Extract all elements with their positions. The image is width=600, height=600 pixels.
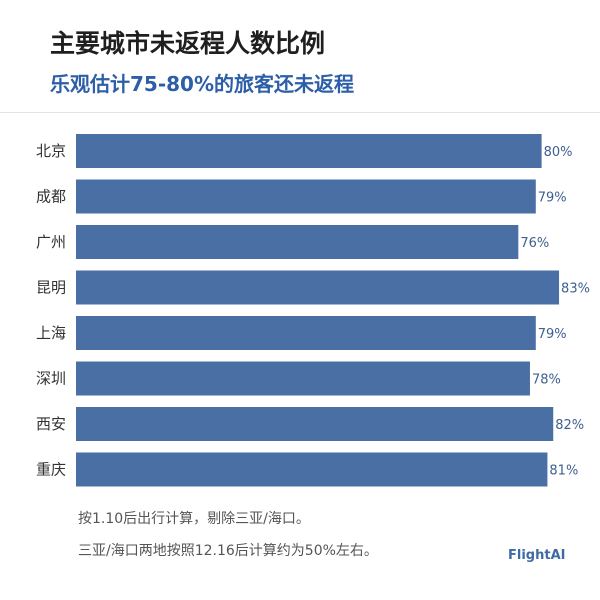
- value-label: 78%: [532, 373, 561, 388]
- category-label: 重庆: [36, 461, 66, 479]
- category-label: 广州: [36, 233, 66, 251]
- bar: [76, 270, 560, 305]
- bar: [76, 452, 548, 487]
- value-label: 76%: [520, 236, 549, 251]
- bar: [76, 361, 530, 396]
- value-label: 81%: [549, 464, 578, 479]
- value-label: 82%: [555, 418, 584, 433]
- footnote-1: 按1.10后出行计算，剔除三亚/海口。: [78, 511, 310, 527]
- chart-title: 主要城市未返程人数比例: [50, 29, 326, 58]
- brand-label: FlightAI: [508, 548, 566, 563]
- category-label: 成都: [36, 188, 66, 206]
- value-label: 83%: [561, 282, 590, 297]
- bar: [76, 179, 536, 214]
- value-label: 80%: [544, 145, 573, 160]
- category-label: 上海: [36, 324, 66, 342]
- footnote-2: 三亚/海口两地按照12.16后计算约为50%左右。: [78, 543, 378, 559]
- bar: [76, 407, 554, 441]
- category-label: 北京: [36, 142, 66, 160]
- bar: [76, 134, 542, 168]
- bar: [76, 316, 536, 350]
- category-label: 西安: [36, 415, 66, 433]
- category-label: 深圳: [36, 370, 66, 388]
- value-label: 79%: [538, 327, 567, 342]
- value-label: 79%: [538, 191, 567, 206]
- bar: [76, 225, 519, 259]
- chart-subtitle: 乐观估计75-80%的旅客还未返程: [50, 72, 355, 96]
- category-label: 昆明: [36, 279, 66, 297]
- header-divider: [0, 112, 600, 113]
